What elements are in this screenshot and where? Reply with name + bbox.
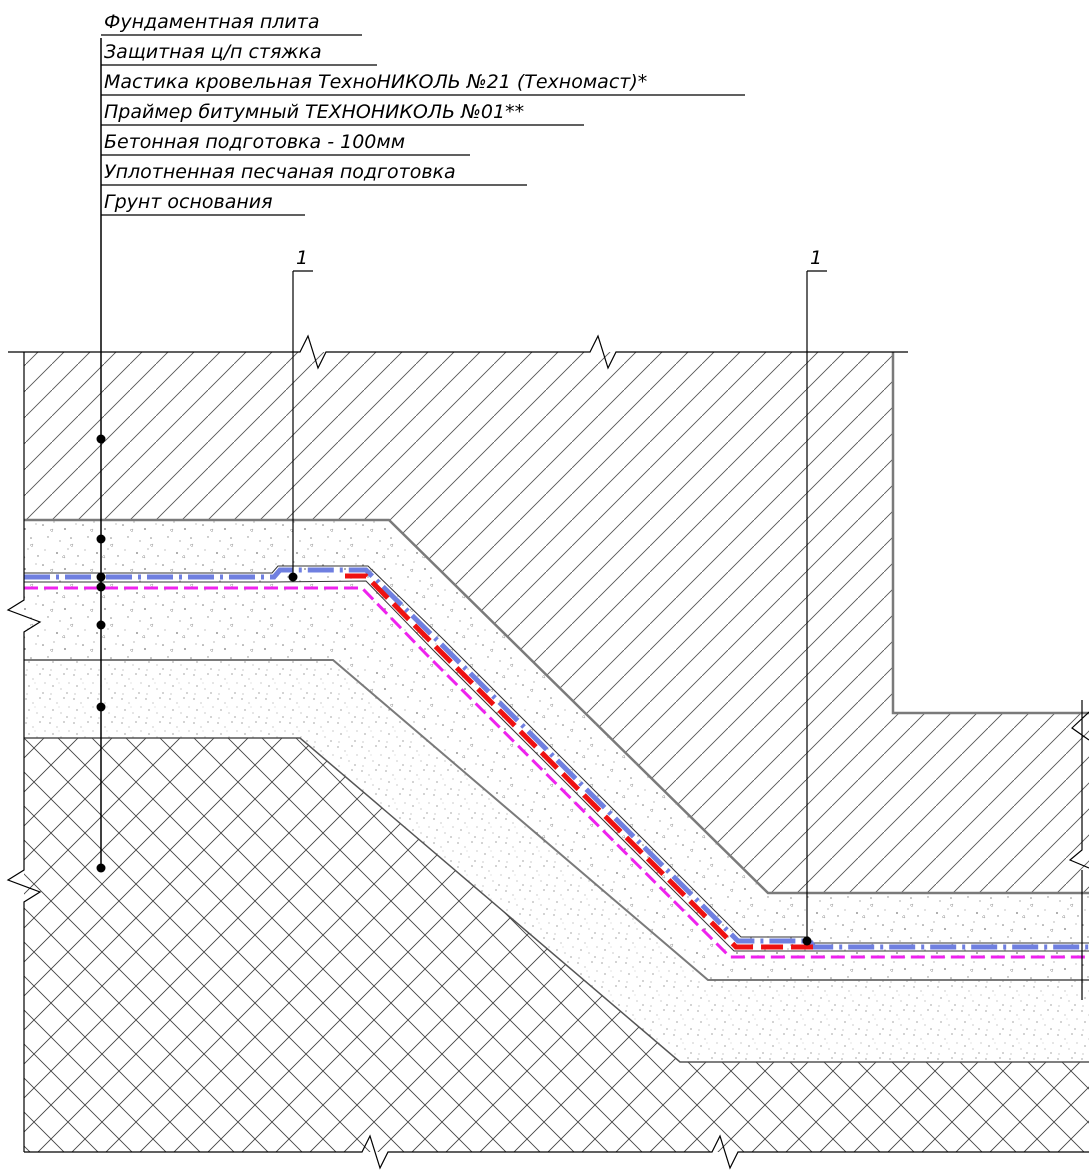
reference-marker-right: 1 [802,247,827,946]
leader-dot-soil [96,863,106,873]
reference-dot [288,572,298,582]
reference-label: 1 [810,247,822,269]
bottom-break-line [24,1134,1089,1170]
concrete-preparation-layer [24,520,1089,980]
leader-dot-mastic [96,572,106,582]
callout-label-protective-screed: Защитная ц/п стяжка [104,41,322,63]
leader-dot-sand [96,702,106,712]
top-break-line [8,334,908,370]
sand-preparation-layer [24,660,1089,1062]
leader-dot-screed [96,534,106,544]
left-break-line [6,352,42,1152]
waterproofing-mastic-red-layer [345,573,820,950]
callout-label-sand-preparation: Уплотненная песчаная подготовка [104,161,456,183]
primer-magenta-layer [24,586,1089,959]
callout-label-foundation-slab: Фундаментная плита [104,11,319,33]
leader-dot-concrete [96,620,106,630]
reference-dot [802,936,812,946]
callout-list: Фундаментная плита Защитная ц/п стяжка М… [101,11,745,216]
base-soil-layer [24,738,1089,1152]
foundation-slab [24,352,1089,893]
callout-label-concrete-preparation: Бетонная подготовка - 100мм [104,131,405,153]
callout-label-base-soil: Грунт основания [104,191,273,213]
callout-label-mastic: Мастика кровельная ТехноНИКОЛЬ №21 (Техн… [104,71,647,93]
reference-marker-left: 1 [288,247,313,582]
reference-label: 1 [296,247,308,269]
leader-dot-primer [96,582,106,592]
leader-dot-slab [96,434,106,444]
callout-label-primer: Праймер битумный ТЕХНОНИКОЛЬ №01** [104,101,524,123]
waterproofing-outline-bottom [24,580,1089,952]
right-break-line [1068,700,1089,1000]
